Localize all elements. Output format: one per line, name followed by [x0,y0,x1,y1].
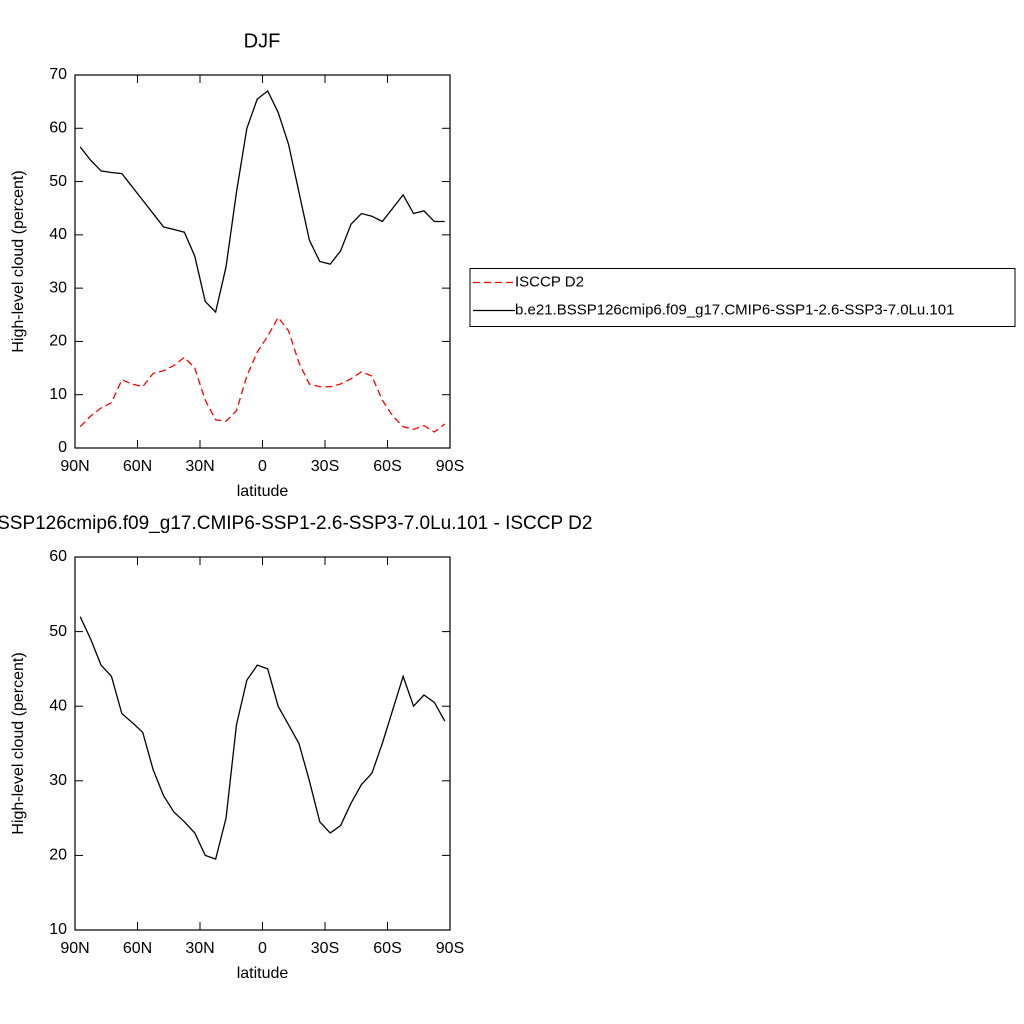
y-tick-label: 30 [49,279,67,296]
legend-box [469,268,1016,327]
y-tick-label: 60 [49,120,67,137]
y-tick-label: 20 [49,333,67,350]
x-tick-label: 30N [185,458,214,475]
x-tick-label: 0 [258,940,267,957]
chart-title: DJF [244,30,281,52]
plot-frame [74,74,451,449]
x-tick-label: 60S [373,458,401,475]
x-tick-label: 30S [311,940,339,957]
x-tick-label: 60N [123,940,152,957]
y-tick-label: 0 [58,439,67,456]
x-axis-label: latitude [237,483,289,500]
chart-title: b.e21.BSSP126cmip6.f09_g17.CMIP6-SSP1-2.… [0,513,592,534]
y-axis-label: High-level cloud (percent) [10,652,27,834]
x-tick-label: 30S [311,458,339,475]
x-tick-label: 30N [185,940,214,957]
legend-label: ISCCP D2 [515,273,584,290]
plot-frame [74,556,451,931]
x-tick-label: 0 [258,458,267,475]
data-line [79,316,446,433]
y-tick-label: 40 [49,226,67,243]
y-tick-label: 20 [49,847,67,864]
y-axis-label: High-level cloud (percent) [10,170,27,352]
x-axis-label: latitude [237,965,289,982]
y-tick-label: 40 [49,697,67,714]
x-tick-label: 90N [60,940,89,957]
y-tick-label: 70 [49,66,67,83]
x-tick-label: 90S [436,940,464,957]
legend-label: b.e21.BSSP126cmip6.f09_g17.CMIP6-SSP1-2.… [515,301,954,318]
y-tick-label: 10 [49,921,67,938]
y-tick-label: 60 [49,548,67,565]
y-tick-label: 50 [49,623,67,640]
data-line [79,89,445,314]
y-tick-label: 30 [49,772,67,789]
data-line [79,616,446,860]
x-tick-label: 90N [60,458,89,475]
y-tick-label: 10 [49,386,67,403]
x-tick-label: 90S [436,458,464,475]
y-tick-label: 50 [49,173,67,190]
x-tick-label: 60N [123,458,152,475]
x-tick-label: 60S [373,940,401,957]
